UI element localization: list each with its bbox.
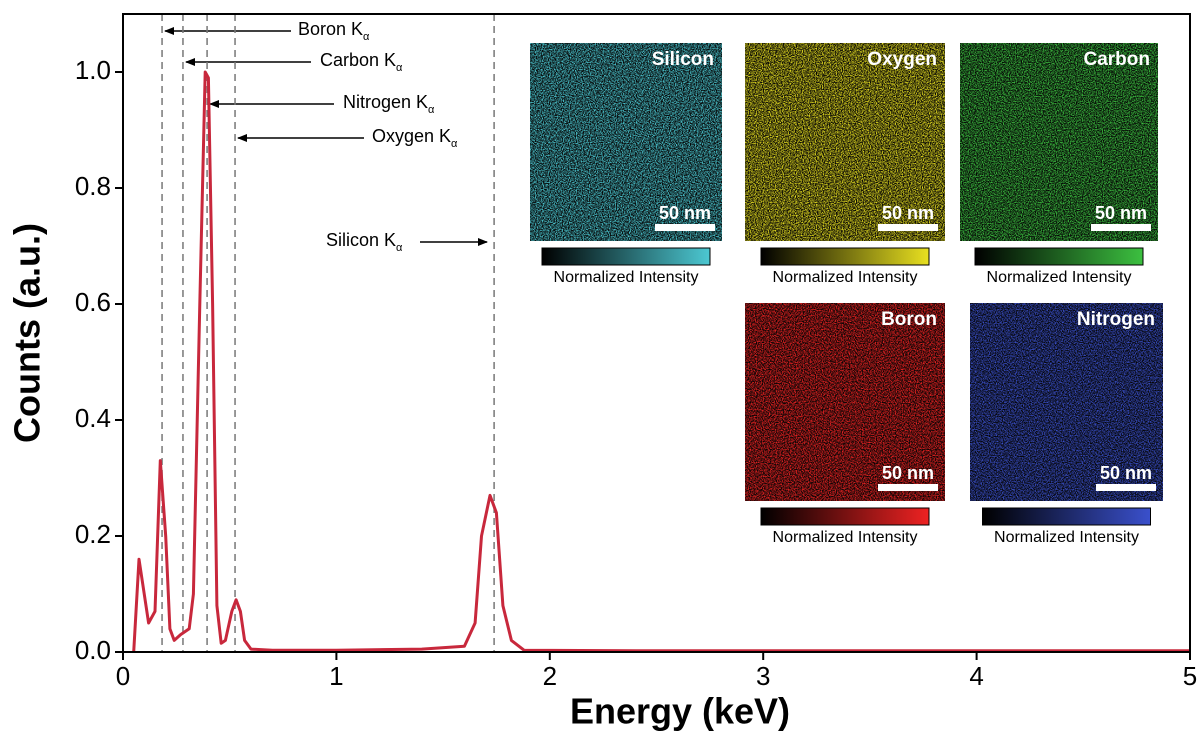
colorbar-label: Normalized Intensity	[987, 269, 1132, 286]
annotation: Boron Kα	[298, 19, 370, 43]
map-element-label: Silicon	[652, 49, 714, 70]
scale-bar	[1091, 224, 1151, 231]
annotation-subscript: α	[451, 138, 458, 150]
colorbar	[761, 248, 929, 265]
annotation-subscript: α	[396, 62, 403, 74]
scale-bar-label: 50 nm	[1100, 463, 1152, 483]
annotation-text: Oxygen K	[372, 126, 451, 146]
colorbar	[761, 508, 929, 525]
annotation: Nitrogen Kα	[343, 92, 435, 116]
colorbar-label: Normalized Intensity	[773, 529, 918, 546]
annotation-subscript: α	[363, 31, 370, 43]
annotation-text: Nitrogen K	[343, 92, 428, 112]
annotation-text: Carbon K	[320, 50, 396, 70]
y-tick-label: 0.2	[75, 519, 111, 549]
x-tick-label: 2	[543, 661, 557, 691]
scale-bar-label: 50 nm	[882, 463, 934, 483]
map-element-label: Oxygen	[867, 49, 937, 70]
x-axis-label: Energy (keV)	[570, 691, 790, 732]
colorbar	[542, 248, 710, 265]
scale-bar	[655, 224, 715, 231]
annotation-text: Boron K	[298, 19, 363, 39]
annotation: Carbon Kα	[320, 50, 403, 74]
colorbar	[975, 248, 1143, 265]
annotation-subscript: α	[428, 104, 435, 116]
annotation: Oxygen Kα	[372, 126, 458, 150]
y-tick-label: 0.6	[75, 287, 111, 317]
colorbar	[983, 508, 1151, 525]
x-tick-label: 1	[329, 661, 343, 691]
scale-bar-label: 50 nm	[882, 203, 934, 223]
y-tick-label: 0.4	[75, 403, 111, 433]
y-tick-label: 0.8	[75, 171, 111, 201]
colorbar-label: Normalized Intensity	[994, 529, 1139, 546]
scale-bar-label: 50 nm	[659, 203, 711, 223]
map-element-label: Boron	[881, 309, 937, 330]
y-tick-label: 0.0	[75, 635, 111, 665]
map-element-label: Carbon	[1084, 49, 1151, 70]
annotation: Silicon Kα	[326, 230, 403, 254]
colorbar-label: Normalized Intensity	[773, 269, 918, 286]
y-tick-label: 1.0	[75, 55, 111, 85]
y-axis-label: Counts (a.u.)	[7, 223, 48, 443]
x-tick-label: 5	[1183, 661, 1197, 691]
x-tick-label: 4	[969, 661, 983, 691]
scale-bar	[1096, 484, 1156, 491]
x-tick-label: 3	[756, 661, 770, 691]
scale-bar	[878, 484, 938, 491]
annotation-subscript: α	[396, 242, 403, 254]
colorbar-label: Normalized Intensity	[554, 269, 699, 286]
scale-bar	[878, 224, 938, 231]
scale-bar-label: 50 nm	[1095, 203, 1147, 223]
map-element-label: Nitrogen	[1077, 309, 1155, 330]
chart: Energy (keV) Counts (a.u.) 0 1 2 3 4 5 0.0 0.2 0…	[0, 0, 1202, 734]
x-tick-label: 0	[116, 661, 130, 691]
annotation-text: Silicon K	[326, 230, 396, 250]
